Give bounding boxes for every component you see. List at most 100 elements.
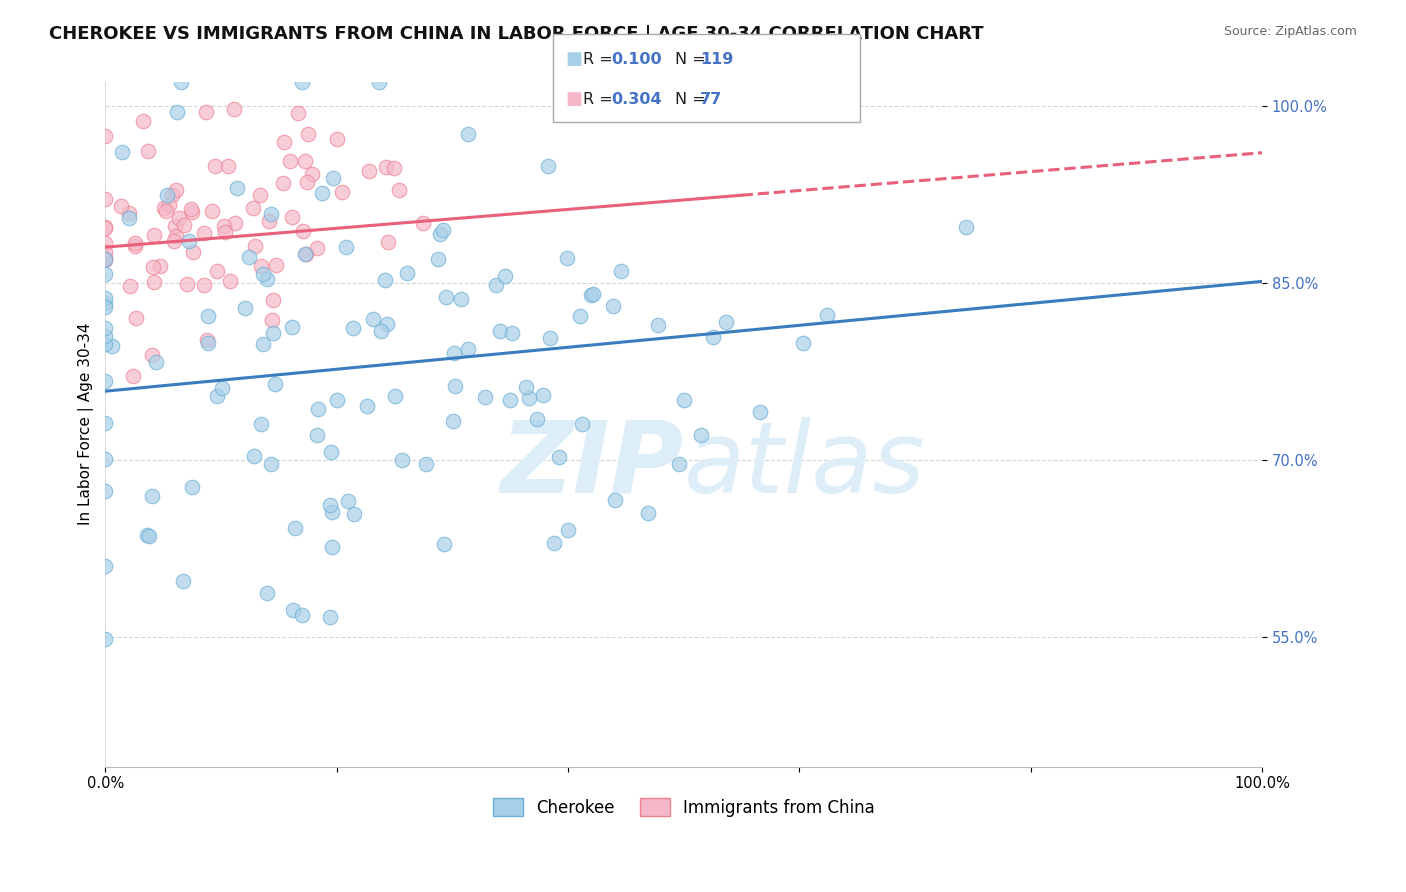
Point: [579, 288, 602, 302]
Point: [494, 268, 516, 283]
Point: [375, 317, 398, 331]
Point: [433, 537, 456, 551]
Point: [118, 278, 141, 293]
Point: [571, 417, 593, 432]
Text: ZIP: ZIP: [501, 417, 683, 514]
Point: [94, 632, 117, 646]
Point: [94, 253, 117, 268]
Point: [322, 171, 344, 186]
Point: [94, 192, 117, 206]
Point: [342, 321, 364, 335]
Point: [457, 127, 479, 141]
Point: [142, 260, 165, 275]
Point: [160, 187, 183, 202]
Point: [211, 381, 233, 395]
Point: [94, 251, 117, 265]
Point: [197, 336, 219, 351]
Point: [238, 250, 260, 264]
Point: [690, 428, 713, 442]
Point: [132, 113, 155, 128]
Point: [555, 252, 578, 266]
Point: [359, 164, 381, 178]
Point: [193, 227, 215, 241]
Point: [169, 211, 191, 226]
Point: [368, 75, 391, 89]
Point: [204, 159, 226, 173]
Point: [177, 234, 200, 248]
Point: [197, 310, 219, 324]
Point: [250, 417, 273, 431]
Point: [485, 277, 508, 292]
Point: [252, 267, 274, 281]
Point: [474, 390, 496, 404]
Point: [94, 267, 117, 281]
Point: [427, 252, 450, 266]
Point: [441, 414, 464, 428]
Point: [278, 153, 301, 168]
Point: [94, 416, 117, 430]
Point: [173, 218, 195, 232]
Point: [602, 299, 624, 313]
Point: [295, 175, 318, 189]
Point: [281, 210, 304, 224]
Point: [319, 609, 342, 624]
Point: [122, 369, 145, 384]
Point: [295, 247, 318, 261]
Point: [243, 450, 266, 464]
Point: [526, 412, 548, 426]
Point: [94, 220, 117, 235]
Point: [260, 457, 283, 471]
Point: [118, 206, 141, 220]
Point: [609, 264, 631, 278]
Point: [170, 75, 193, 89]
Point: [519, 391, 541, 405]
Point: [815, 308, 838, 322]
Point: [101, 339, 124, 353]
Point: [180, 202, 202, 216]
Point: [250, 259, 273, 273]
Point: [301, 167, 323, 181]
Point: [305, 427, 328, 442]
Point: [256, 272, 278, 286]
Point: [538, 331, 561, 345]
Point: [260, 207, 283, 221]
Point: [217, 159, 239, 173]
Point: [94, 128, 117, 143]
Point: [94, 300, 117, 314]
Point: [702, 330, 724, 344]
Point: [557, 523, 579, 537]
Point: [335, 240, 357, 254]
Point: [165, 183, 187, 197]
Point: [262, 326, 284, 340]
Point: [124, 238, 146, 252]
Point: [515, 380, 537, 394]
Text: atlas: atlas: [683, 417, 925, 514]
Point: [165, 229, 187, 244]
Point: [124, 235, 146, 250]
Point: [214, 225, 236, 239]
Point: [94, 235, 117, 250]
Point: [536, 159, 558, 173]
Point: [110, 199, 132, 213]
Point: [94, 452, 117, 467]
Point: [294, 154, 316, 169]
Text: 0.100: 0.100: [612, 52, 662, 67]
Point: [311, 186, 333, 200]
Point: [291, 608, 314, 623]
Point: [361, 311, 384, 326]
Point: [125, 311, 148, 326]
Point: [391, 452, 413, 467]
Point: [668, 457, 690, 471]
Point: [222, 102, 245, 116]
Point: [548, 450, 571, 464]
Text: 119: 119: [700, 52, 734, 67]
Point: [412, 216, 434, 230]
Point: [337, 493, 360, 508]
Point: [235, 301, 257, 315]
Point: [343, 507, 366, 521]
Point: [292, 224, 315, 238]
Text: 0.304: 0.304: [612, 92, 662, 107]
Point: [94, 559, 117, 574]
Point: [749, 405, 772, 419]
Text: ■: ■: [565, 51, 582, 69]
